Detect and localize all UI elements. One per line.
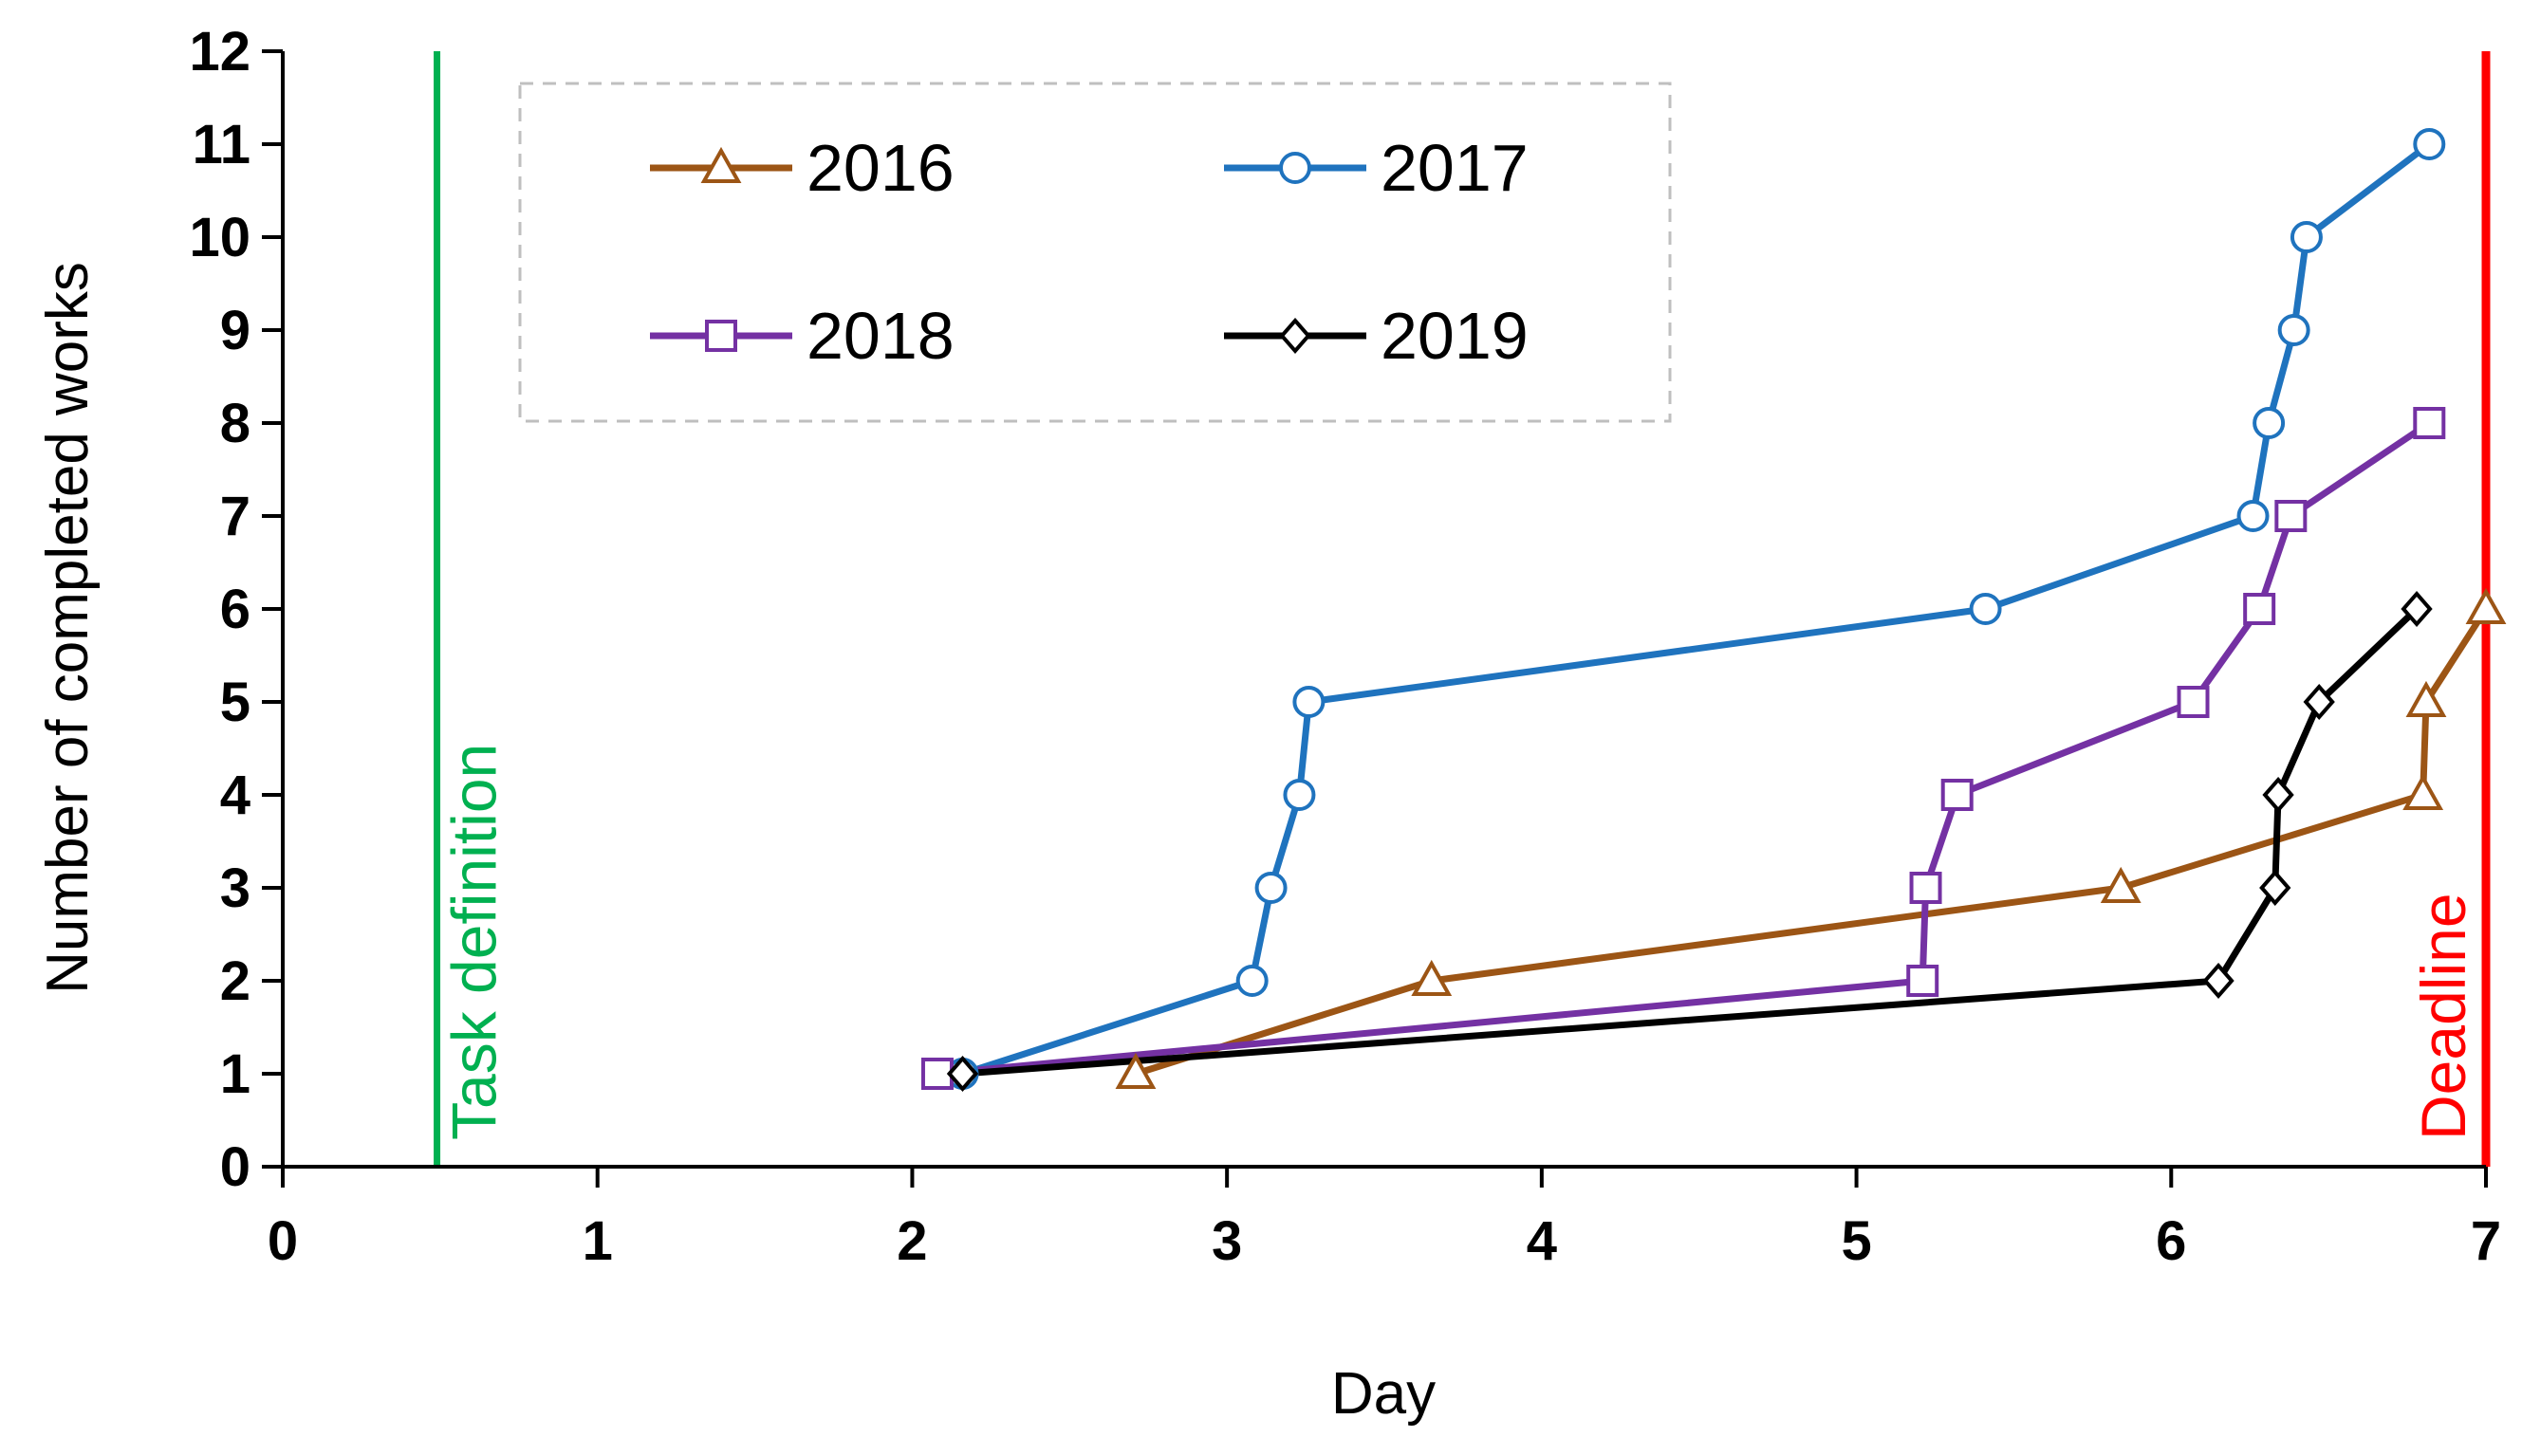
x-tick-label: 4 [1527,1210,1557,1272]
data-point-2018 [2413,407,2446,439]
data-point-2019 [2202,962,2235,1000]
data-point-2016 [2100,866,2142,903]
y-tick-label: 7 [220,486,250,547]
y-tick-label: 5 [220,672,250,733]
y-tick-label: 3 [220,857,250,919]
data-point-2018 [2274,500,2308,532]
y-tick-label: 12 [189,21,250,83]
series-2016 [1134,607,2489,1078]
data-point-2018 [1909,872,1942,904]
legend-item-2016: 2016 [650,131,955,205]
legend-label: 2019 [1381,299,1529,373]
data-point-2017 [2236,500,2270,532]
legend-item-2017: 2017 [1224,131,1529,205]
y-tick-label: 10 [189,207,250,268]
y-axis-title: Number of completed works [35,262,101,994]
data-point-2017 [2290,221,2323,253]
y-tick-label: 1 [220,1043,250,1105]
series-markers-2019 [946,590,2433,1093]
legend-label: 2017 [1381,131,1529,205]
y-tick-label: 8 [220,393,250,454]
y-tick-label: 2 [220,950,250,1012]
series-line-2016 [1134,607,2489,1078]
legend-swatch-marker [700,146,742,183]
x-tick-label: 7 [2471,1210,2501,1272]
x-tick-label: 2 [897,1210,927,1272]
legend-box [518,82,1672,423]
legend: 2016 2017 2018 2019 [518,82,1672,423]
data-point-2016 [1115,1052,1157,1089]
data-point-2019 [2259,869,2291,907]
data-point-2017 [1283,779,1316,811]
data-point-2018 [2177,686,2210,718]
x-tick-label: 3 [1212,1210,1242,1272]
data-point-2019 [2303,683,2335,721]
data-point-2017 [1292,686,1326,718]
data-point-2018 [1940,779,1974,811]
data-point-2017 [2253,407,2286,439]
data-point-2016 [2465,587,2507,624]
legend-swatch-marker [1279,317,1311,355]
data-point-2017 [2413,128,2446,160]
legend-label: 2016 [807,131,955,205]
data-point-2019 [946,1055,979,1093]
x-tick-label: 5 [1841,1210,1871,1272]
legend-item-2018: 2018 [650,299,955,373]
series-markers-2016 [1115,587,2507,1089]
data-point-2017 [2277,314,2310,346]
annotation-label-1: Deadline [2408,893,2478,1140]
x-tick-label: 6 [2156,1210,2186,1272]
data-point-2017 [1254,872,1288,904]
legend-label: 2018 [807,299,955,373]
annotation-label-0: Task definition [439,744,510,1140]
y-tick-label: 9 [220,300,250,361]
x-tick-label: 0 [268,1210,298,1272]
y-tick-label: 0 [220,1136,250,1198]
data-point-2017 [1969,593,2002,625]
data-point-2016 [2405,680,2447,717]
x-tick-label: 1 [583,1210,613,1272]
series-layer [920,128,2507,1093]
data-point-2019 [2401,590,2433,628]
data-point-2018 [1906,965,1939,997]
series-line-2019 [962,606,2420,1078]
legend-swatch-marker [1279,152,1311,184]
data-point-2019 [2262,776,2294,814]
legend-item-2019: 2019 [1224,299,1529,373]
y-tick-label: 11 [193,114,250,175]
x-axis-title: Day [1331,1361,1436,1427]
data-point-2017 [1235,965,1269,997]
data-point-2016 [2402,773,2444,810]
y-tick-label: 4 [220,765,250,826]
legend-swatch-marker [705,320,737,352]
data-point-2018 [2243,593,2276,625]
series-2019 [962,606,2420,1078]
y-tick-label: 6 [220,579,250,640]
data-point-2016 [1411,959,1453,996]
